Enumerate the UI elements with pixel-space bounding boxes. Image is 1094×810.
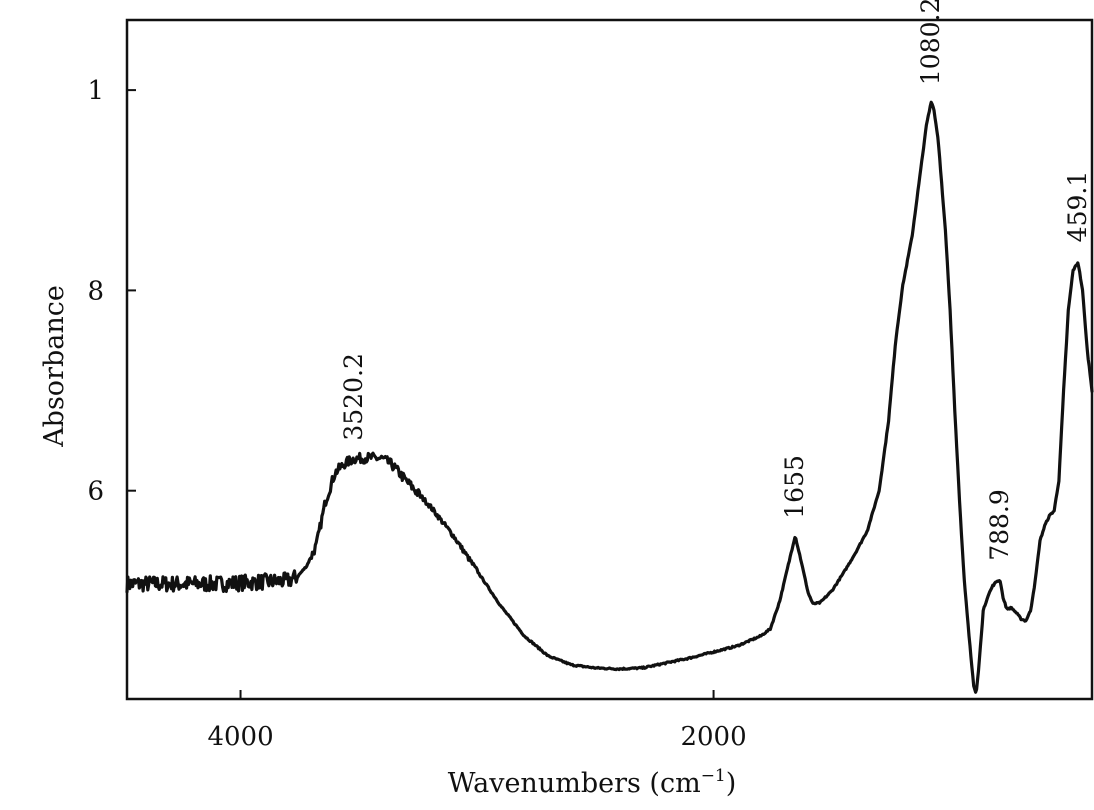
peak-label: 3520.2 [339,353,368,440]
y-tick-label: 6 [87,477,104,507]
peak-label: 788.9 [985,489,1014,561]
x-axis: 4000 2000 [207,690,747,752]
x-axis-title: Wavenumbers (cm−1) [448,766,737,799]
x-tick-label: 4000 [207,722,273,752]
peak-label: 1655 [780,455,809,519]
peak-labels: 3520.2 1655 1080.2 788.9 459.1 [339,0,1092,561]
x-tick-label: 2000 [680,722,746,752]
peak-label: 1080.2 [916,0,945,85]
peak-label: 459.1 [1063,171,1092,243]
y-axis: 6 8 1 [87,76,136,507]
spectrum-line [125,100,1094,694]
x-axis-unit-superscript: −1 [701,766,726,786]
y-tick-label: 1 [87,76,104,106]
y-axis-title: Absorbance [39,285,70,448]
y-tick-label: 8 [87,276,104,306]
plot-frame [125,18,1094,701]
